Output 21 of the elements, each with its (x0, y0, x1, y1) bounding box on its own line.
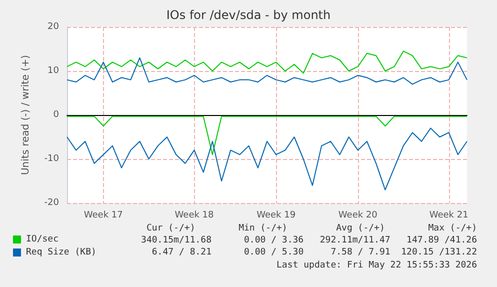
x-tick-label: Week 20 (338, 210, 378, 220)
y-tick-label: 10 (48, 66, 60, 76)
y-tick-label: 0 (53, 110, 60, 120)
y-tick-label: -10 (44, 154, 60, 164)
x-tick-label: Week 18 (174, 210, 214, 220)
line-series (66, 57, 468, 85)
x-tick-label: Week 19 (256, 210, 296, 220)
text: 6.47 / 8.21 0.00 / 5.30 7.58 / 7.91 120.15 /131.22 (152, 248, 477, 258)
x-tick-label: Week 21 (429, 210, 468, 220)
y-tick-label: -20 (44, 198, 60, 208)
chart-title: IOs for /dev/sda - by month (166, 8, 331, 22)
text: Cur (-/+) Min (-/+) Avg (-/+) Max (-/+) (146, 224, 477, 234)
text: 340.15m/11.68 0.00 / 3.36 292.11m/11.47 147.89 /41.26 (141, 236, 477, 246)
y-axis-title: Units read (-) / write (+) (20, 54, 32, 176)
x-tick-label: Week 17 (84, 210, 123, 220)
legend-label: Req Size (KB) (26, 248, 96, 258)
line-series (66, 128, 468, 190)
line-series (66, 50, 468, 74)
legend-label: IO/sec (26, 234, 59, 244)
y-tick-label: 20 (48, 22, 60, 32)
text: Last update: Fri May 22 15:55:33 2026 (276, 260, 477, 270)
